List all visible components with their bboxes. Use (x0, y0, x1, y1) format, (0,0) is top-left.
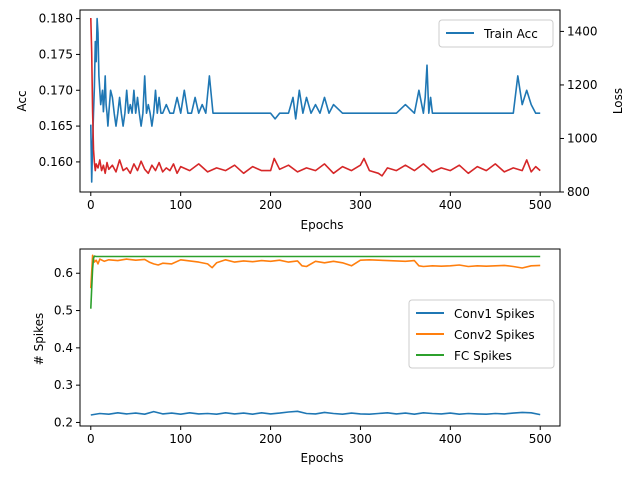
y-tick-label: 0.180 (39, 12, 73, 26)
plot-frame-0 (79, 9, 561, 193)
legend-label-train-acc: Train Acc (483, 27, 538, 41)
y-tick-label: 0.175 (39, 47, 73, 61)
x-tick-label: 400 (439, 432, 462, 446)
y-tick-label: 0.160 (39, 155, 73, 169)
top-right-y-axis-label: Loss (611, 88, 625, 114)
right-y-tick-label: 800 (567, 185, 590, 199)
x-tick-label: 300 (349, 432, 372, 446)
bottom-legend-frame (408, 299, 555, 369)
top-left-y-axis-label: Acc (15, 90, 29, 111)
legend-label-conv2-spikes: Conv2 Spikes (454, 328, 535, 342)
x-tick-label: 200 (259, 432, 282, 446)
top-legend: Train Acc (438, 19, 554, 48)
right-y-tick-label: 1200 (567, 78, 598, 92)
right-y-tick-label: 1400 (567, 24, 598, 38)
series-line-conv2-spikes (90, 254, 541, 289)
accuracy-loss-chart: 0 100 200 300 400 500 0.160 0.165 0.170 0.175 0.18… (15, 9, 625, 232)
x-tick-label: 300 (349, 198, 372, 212)
series-group-0 (90, 17, 541, 183)
spikes-chart: 0 100 200 300 400 500 0.2 0.3 0.4 0.5 0.6 Epochs #… (32, 248, 561, 465)
x-tick-label: 500 (529, 198, 552, 212)
x-tick-label: 100 (169, 432, 192, 446)
series-line-train-acc (90, 17, 541, 183)
y-tick-label: 0.2 (54, 415, 73, 429)
bottom-x-axis-label: Epochs (301, 451, 344, 465)
x-tick-label: 500 (529, 432, 552, 446)
y-tick-label: 0.6 (54, 266, 73, 280)
series-group-1 (90, 254, 541, 416)
x-tick-label: 400 (439, 198, 462, 212)
y-tick-label: 0.170 (39, 83, 73, 97)
y-tick-label: 0.5 (54, 304, 73, 318)
x-tick-label: 200 (259, 198, 282, 212)
x-tick-label: 100 (169, 198, 192, 212)
bottom-y-axis-label: # Spikes (32, 313, 46, 366)
legend-label-conv1-spikes: Conv1 Spikes (454, 307, 535, 321)
y-tick-label: 0.165 (39, 119, 73, 133)
bottom-legend: Conv1 Spikes Conv2 Spikes FC Spikes (408, 299, 555, 369)
top-legend-frame (438, 19, 554, 48)
series-line-loss (90, 17, 541, 177)
plot-frame-1 (79, 248, 561, 427)
top-x-axis-label: Epochs (301, 218, 344, 232)
series-line-conv1-spikes (90, 410, 541, 416)
x-tick-label: 0 (87, 432, 95, 446)
y-tick-label: 0.3 (54, 378, 73, 392)
series-line-fc-spikes (90, 255, 541, 309)
x-tick-label: 0 (87, 198, 95, 212)
right-y-tick-label: 1000 (567, 131, 598, 145)
legend-label-fc-spikes: FC Spikes (454, 349, 512, 363)
y-tick-label: 0.4 (54, 341, 73, 355)
